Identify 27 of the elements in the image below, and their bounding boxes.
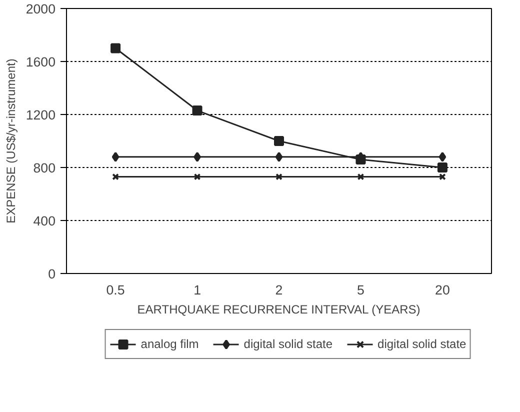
point [437, 162, 448, 172]
x-axis-title: EARTHQUAKE RECURRENCE INTERVAL (YEARS) [137, 302, 420, 316]
x-tick-label: 2 [275, 282, 283, 298]
x-tick-label: 0.5 [106, 282, 125, 298]
point [438, 152, 446, 162]
legend-label: analog film [140, 337, 199, 351]
x-tick-label: 5 [357, 282, 364, 298]
point [194, 152, 201, 162]
point [110, 43, 121, 54]
y-tick-label: 1600 [26, 54, 56, 70]
point [276, 173, 282, 180]
y-tick-label: 800 [33, 160, 56, 176]
point [112, 152, 120, 162]
y-tick-label: 1200 [26, 108, 56, 122]
legend-label: digital solid state [378, 337, 466, 351]
point [194, 173, 201, 180]
y-axis-title: EXPENSE (US$/yr-instrument) [4, 58, 18, 224]
x-tick-label: 20 [435, 282, 450, 298]
legend-label: digital solid state [244, 337, 333, 351]
y-tick-label: 2000 [26, 2, 56, 16]
y-tick-label: 400 [33, 214, 56, 228]
point [275, 152, 283, 162]
point [192, 106, 202, 116]
x-tick-label: 1 [194, 282, 201, 298]
point [357, 173, 364, 180]
y-tick-label: 0 [48, 266, 56, 282]
point [274, 136, 284, 146]
